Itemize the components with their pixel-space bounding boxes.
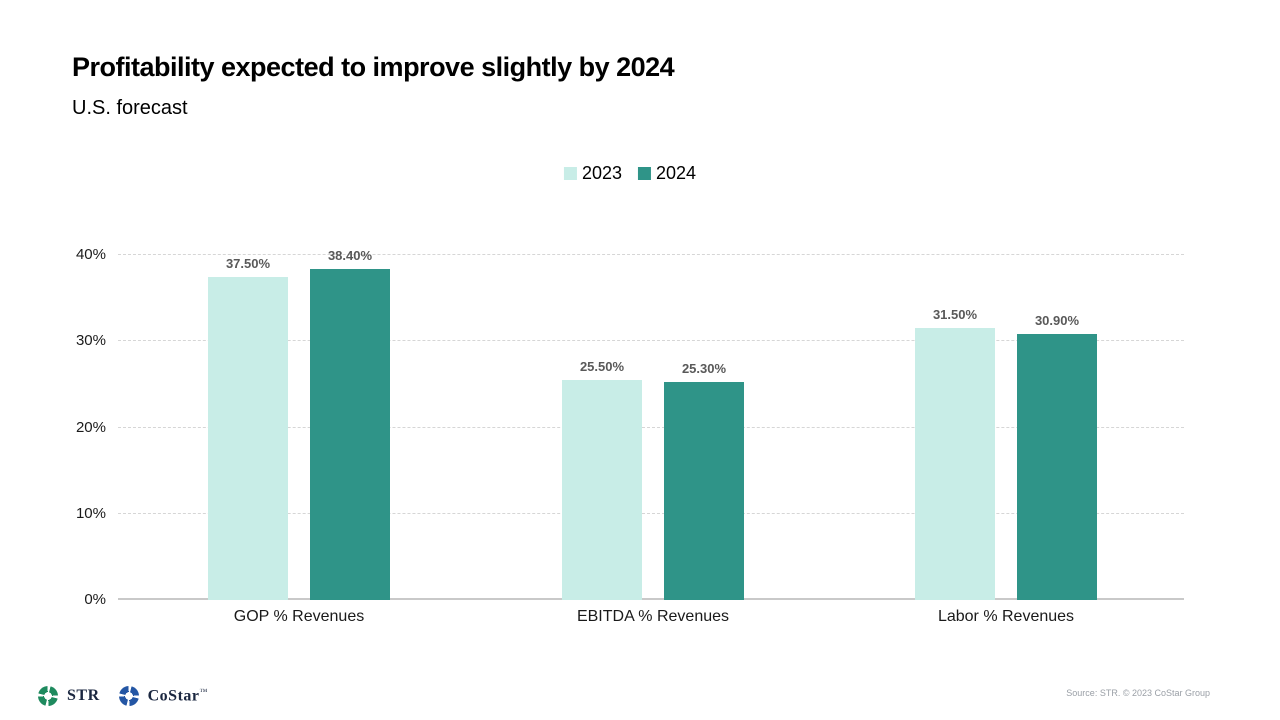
gridline xyxy=(118,512,1184,514)
costar-logo-text: CoStar™ xyxy=(148,687,208,705)
bar-2024-ebitda xyxy=(664,381,744,600)
page-subtitle: U.S. forecast xyxy=(72,97,188,119)
legend-label: 2024 xyxy=(656,163,697,183)
x-axis-baseline xyxy=(118,598,1184,600)
plot-area: 0% 10% 20% 30% 40% 37.50% 25.50% 31.50% 38.40% 25… xyxy=(76,230,1184,625)
legend-label: 2023 xyxy=(581,163,622,183)
bar-value-label: 38.40% xyxy=(327,247,373,263)
gridline xyxy=(118,426,1184,428)
bar-2023-gop xyxy=(208,276,288,600)
gridline xyxy=(118,340,1184,342)
legend-swatch-icon xyxy=(563,167,577,180)
legend-item-2024: 2024 xyxy=(638,163,696,184)
y-axis-tick-label: 20% xyxy=(75,418,106,436)
costar-logo-label: CoStar xyxy=(147,687,200,705)
bar-value-label: 25.30% xyxy=(681,360,727,376)
bar-2023-ebitda xyxy=(562,380,642,600)
x-axis-category-label: GOP % Revenues xyxy=(233,608,365,625)
bar-value-label: 30.90% xyxy=(1034,312,1080,328)
trademark-symbol: ™ xyxy=(199,686,208,696)
x-axis-category-label: EBITDA % Revenues xyxy=(576,608,730,625)
legend-swatch-icon xyxy=(638,167,651,180)
bar-2023-labor xyxy=(915,328,995,600)
costar-logo-icon xyxy=(118,686,139,706)
y-axis-tick-label: 0% xyxy=(84,591,106,608)
bar-value-label: 25.50% xyxy=(579,359,625,375)
bar-2024-labor xyxy=(1017,333,1097,600)
chart-legend: 2023 2024 xyxy=(563,163,696,184)
bar-value-label: 37.50% xyxy=(225,255,271,271)
y-axis-tick-label: 30% xyxy=(75,332,106,350)
gridline xyxy=(118,254,1184,255)
source-text: Source: STR. © 2023 CoStar Group xyxy=(1066,688,1210,698)
bar-2024-gop xyxy=(310,268,390,600)
y-axis-tick-label: 10% xyxy=(75,504,106,522)
bar-value-label: 31.50% xyxy=(932,307,978,323)
page-title: Profitability expected to improve slight… xyxy=(72,52,675,82)
x-axis-category-label: Labor % Revenues xyxy=(937,608,1075,625)
legend-item-2023: 2023 xyxy=(563,163,622,184)
str-logo-text: STR xyxy=(67,687,100,704)
footer-logos: STR CoStar™ xyxy=(38,686,208,706)
y-axis-tick-label: 40% xyxy=(75,246,106,263)
str-logo-icon xyxy=(38,686,58,706)
